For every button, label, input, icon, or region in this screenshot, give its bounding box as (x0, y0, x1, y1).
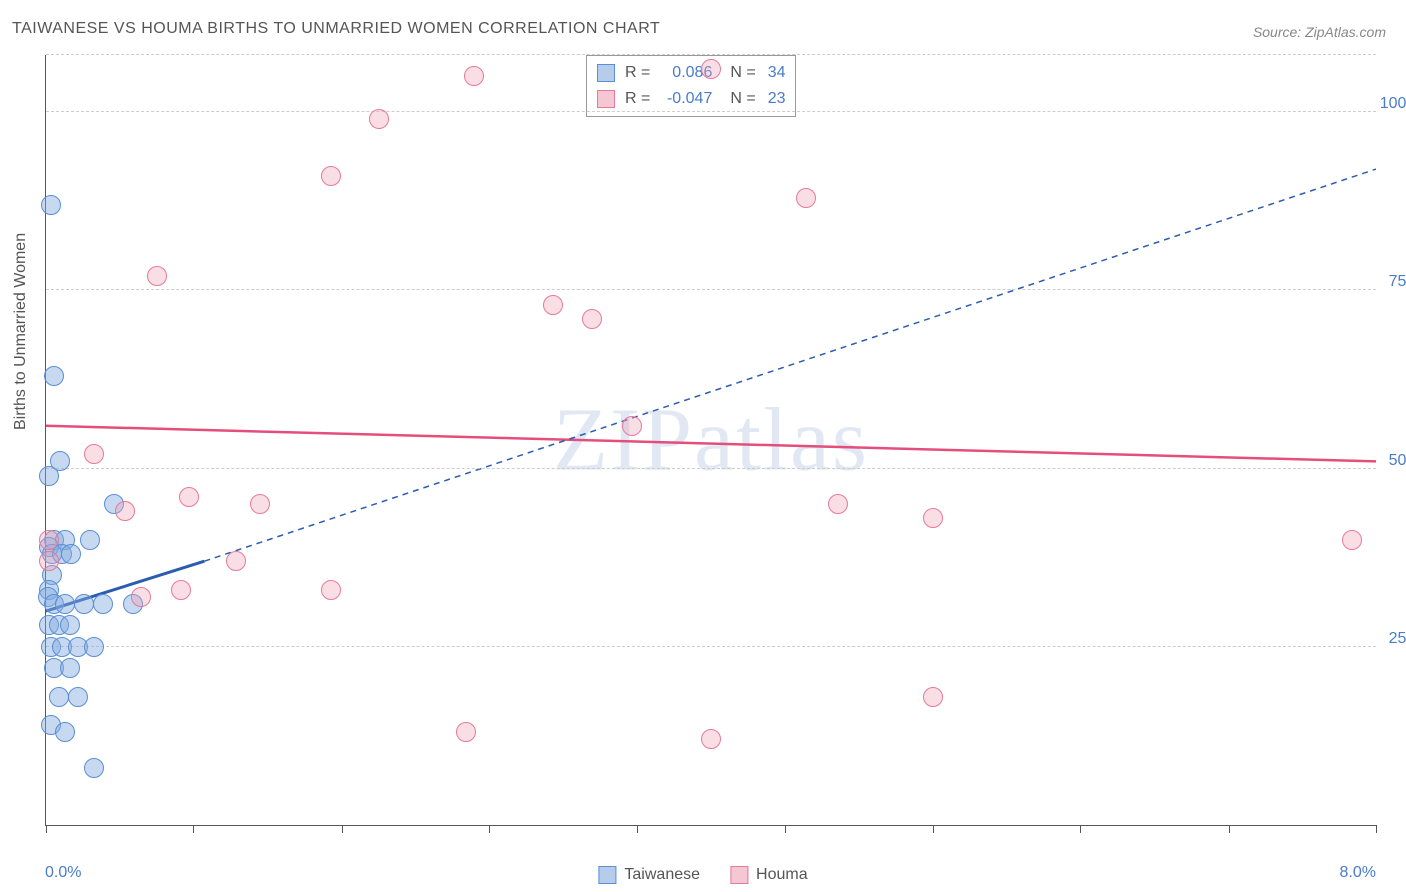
series-name: Houma (756, 866, 808, 884)
data-point (39, 466, 59, 486)
data-point (543, 295, 563, 315)
source-label: Source: (1253, 24, 1305, 40)
data-point (55, 594, 75, 614)
data-point (464, 66, 484, 86)
x-tick (46, 825, 47, 833)
series-legend: Taiwanese Houma (598, 866, 807, 884)
data-point (701, 729, 721, 749)
data-point (84, 758, 104, 778)
data-point (179, 487, 199, 507)
data-point (1342, 530, 1362, 550)
data-point (115, 501, 135, 521)
x-tick (637, 825, 638, 833)
data-point (622, 416, 642, 436)
data-point (226, 551, 246, 571)
gridline (46, 111, 1376, 112)
data-point (80, 530, 100, 550)
source-name: ZipAtlas.com (1305, 24, 1386, 40)
data-point (49, 687, 69, 707)
data-point (39, 551, 59, 571)
data-point (828, 494, 848, 514)
data-point (84, 637, 104, 657)
legend-swatch (730, 866, 748, 884)
legend-n-label: N = (730, 90, 755, 108)
legend-row: R =0.086N =34 (597, 60, 785, 86)
x-tick (933, 825, 934, 833)
gridline (46, 646, 1376, 647)
data-point (84, 444, 104, 464)
legend-r-label: R = (625, 64, 650, 82)
x-tick (342, 825, 343, 833)
x-tick (785, 825, 786, 833)
data-point (39, 530, 59, 550)
legend-swatch (598, 866, 616, 884)
gridline (46, 468, 1376, 469)
data-point (147, 266, 167, 286)
y-tick-label: 100.0% (1380, 95, 1406, 113)
chart-title: TAIWANESE VS HOUMA BIRTHS TO UNMARRIED W… (12, 20, 660, 38)
data-point (923, 508, 943, 528)
series-legend-item: Houma (730, 866, 808, 884)
series-name: Taiwanese (624, 866, 700, 884)
data-point (60, 615, 80, 635)
legend-swatch (597, 64, 615, 82)
legend-row: R = -0.047 N = 23 (597, 86, 785, 112)
x-axis-max-label: 8.0% (1340, 864, 1376, 882)
data-point (74, 594, 94, 614)
data-point (456, 722, 476, 742)
x-tick (193, 825, 194, 833)
legend-n-value: 34 (768, 64, 786, 82)
data-point (250, 494, 270, 514)
x-tick (1376, 825, 1377, 833)
data-point (60, 658, 80, 678)
legend-r-label: R = (625, 90, 650, 108)
data-point (131, 587, 151, 607)
trend-lines-layer (46, 55, 1376, 825)
legend-r-value: -0.047 (662, 90, 712, 108)
data-point (582, 309, 602, 329)
data-point (55, 722, 75, 742)
y-axis-label: Births to Unmarried Women (12, 233, 30, 430)
legend-n-value: 23 (768, 90, 786, 108)
legend-swatch (597, 90, 615, 108)
data-point (171, 580, 191, 600)
data-point (321, 166, 341, 186)
data-point (44, 366, 64, 386)
legend-n-label: N = (730, 64, 755, 82)
y-tick-label: 25.0% (1389, 630, 1406, 648)
y-tick-label: 75.0% (1389, 273, 1406, 291)
data-point (61, 544, 81, 564)
data-point (701, 59, 721, 79)
x-axis-min-label: 0.0% (45, 864, 81, 882)
data-point (93, 594, 113, 614)
data-point (68, 687, 88, 707)
source-attribution: Source: ZipAtlas.com (1253, 24, 1386, 40)
x-tick (489, 825, 490, 833)
data-point (321, 580, 341, 600)
data-point (369, 109, 389, 129)
gridline (46, 289, 1376, 290)
correlation-legend-box: R =0.086N =34R =-0.047N =23 (586, 55, 796, 117)
data-point (41, 195, 61, 215)
x-tick (1229, 825, 1230, 833)
watermark-text: ZIPatlas (553, 389, 869, 492)
series-legend-item: Taiwanese (598, 866, 700, 884)
gridline (46, 54, 1376, 55)
data-point (923, 687, 943, 707)
plot-area: ZIPatlas R =0.086N =34R =-0.047N =23 25.… (45, 55, 1376, 826)
x-tick (1080, 825, 1081, 833)
y-tick-label: 50.0% (1389, 452, 1406, 470)
data-point (796, 188, 816, 208)
